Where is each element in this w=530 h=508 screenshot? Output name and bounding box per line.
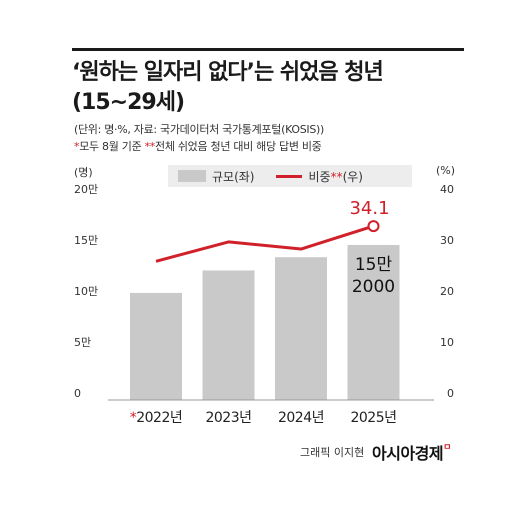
brand-logo: 아시아경제ㅁ — [372, 440, 451, 464]
footnote-text-2: 전체 쉬었음 청년 대비 해당 답변 비중 — [155, 140, 322, 153]
footnote-star-1: * — [74, 140, 80, 153]
legend-line-swatch — [276, 174, 303, 178]
legend-bar-swatch — [178, 170, 206, 182]
title-line-1: ‘원하는 일자리 없다’는 쉬었음 청년 — [72, 60, 384, 85]
legend: 규모(좌) 비중**(우) — [168, 165, 412, 187]
x-tick-label-2: 2024년 — [278, 410, 324, 426]
left-tick-label: 20만 — [74, 183, 98, 196]
bar-0 — [130, 292, 182, 400]
legend-line-star: ** — [330, 169, 343, 184]
source-note: (단위: 명·%, 자료: 국가데이터처 국가통계포털(KOSIS)) — [74, 123, 325, 136]
footnote-text-1: 모두 8월 기준 — [79, 140, 142, 153]
line-series: 34.1 — [155, 198, 390, 263]
left-axis-ticks: 0 5만 10만 15만 20만 — [74, 183, 98, 400]
title-line-2: (15~29세) — [72, 90, 185, 115]
right-axis-unit: (%) — [436, 164, 456, 177]
x-axis-labels: *2022년 2023년 2024년 2025년 — [130, 410, 397, 426]
credit: 그래픽 이지현 — [300, 446, 365, 459]
legend-bar-label: 규모(좌) — [212, 169, 255, 184]
x-tick-label-3: 2025년 — [350, 410, 396, 426]
right-axis-ticks: 0 10 20 30 40 — [440, 183, 454, 400]
legend-line-label-a: 비중 — [308, 169, 331, 184]
x-tick-label-1: 2023년 — [205, 410, 251, 426]
left-tick-label: 5만 — [74, 336, 91, 349]
right-tick-label: 20 — [440, 285, 454, 298]
line-path — [155, 224, 374, 263]
right-tick-label: 10 — [440, 336, 454, 349]
brand-mark: ㅁ — [443, 443, 451, 453]
bar-2 — [275, 257, 327, 400]
right-tick-label: 0 — [447, 387, 454, 400]
right-tick-label: 30 — [440, 234, 454, 247]
footnote-star-2: ** — [144, 140, 156, 153]
line-point-last — [367, 220, 380, 233]
bar-label-line-2: 2000 — [352, 277, 395, 297]
bar-1 — [202, 270, 255, 400]
bars — [130, 244, 400, 400]
left-tick-label: 0 — [74, 387, 81, 400]
right-tick-label: 40 — [440, 183, 454, 196]
x-tick-label-0: *2022년 — [130, 410, 183, 426]
brand-name: 아시아경제 — [372, 444, 444, 463]
bar-3 — [347, 244, 400, 400]
top-rule — [72, 48, 464, 51]
left-tick-label: 15만 — [74, 234, 98, 247]
left-tick-label: 10만 — [74, 285, 98, 298]
chart-title: ‘원하는 일자리 없다’는 쉬었음 청년 (15~29세) — [72, 58, 472, 118]
legend-line-label-b: (우) — [342, 169, 363, 184]
bar-label-line-1: 15만 — [355, 255, 393, 275]
footnote: *모두 8월 기준 **전체 쉬었음 청년 대비 해당 답변 비중 — [74, 138, 322, 154]
left-axis-unit: (명) — [74, 166, 93, 179]
legend-line-label: 비중**(우) — [308, 168, 363, 185]
line-value-label: 34.1 — [349, 198, 389, 219]
